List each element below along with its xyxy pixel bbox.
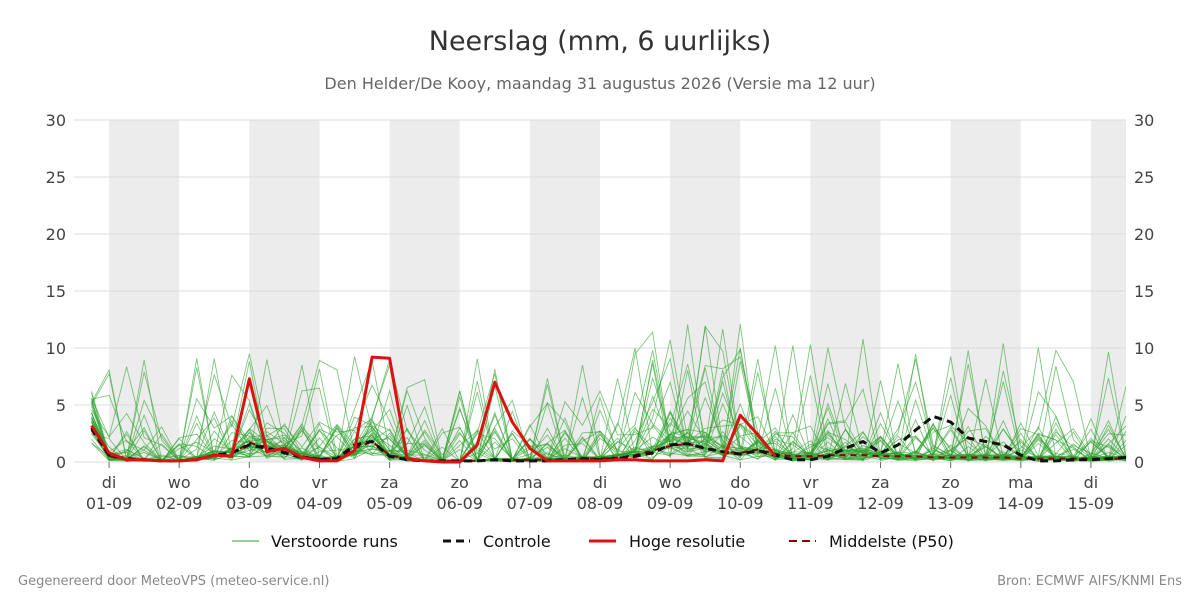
main-series	[90, 355, 1127, 464]
x-tick-day: za	[871, 473, 889, 492]
legend-label-perturbed: Verstoorde runs	[271, 532, 398, 551]
footer-credit-right: Bron: ECMWF AIFS/KNMI Ens	[997, 574, 1182, 589]
y-tick-label: 5	[56, 396, 66, 415]
perturbed-run-line	[91, 324, 1127, 462]
x-tick-date: 07-09	[507, 494, 554, 513]
legend-label-control: Controle	[483, 532, 551, 551]
x-tick-day: vr	[311, 473, 327, 492]
x-tick-date: 02-09	[156, 494, 203, 513]
x-tick-date: 11-09	[787, 494, 834, 513]
median-line	[90, 429, 1126, 462]
x-tick-date: 06-09	[436, 494, 483, 513]
y-tick-label: 25	[46, 168, 66, 187]
x-tick-day: do	[239, 473, 259, 492]
perturbed-run-line	[91, 347, 1127, 463]
y-tick-label: 25	[1134, 168, 1154, 187]
x-tick-date: 13-09	[927, 494, 974, 513]
x-tick-date: 08-09	[577, 494, 624, 513]
legend-label-median: Middelste (P50)	[829, 532, 954, 551]
x-tick-day: wo	[168, 473, 191, 492]
y-tick-label: 0	[56, 453, 66, 472]
perturbed-run-line	[91, 326, 1127, 462]
x-tick-date: 01-09	[86, 494, 133, 513]
y-axis-left: 0 5 10 15 20 25 30	[46, 111, 66, 472]
x-tick-date: 04-09	[296, 494, 343, 513]
x-tick-date: 05-09	[366, 494, 413, 513]
y-tick-label: 15	[46, 282, 66, 301]
y-tick-label: 15	[1134, 282, 1154, 301]
x-axis: di 01-09 wo 02-09 do 03-09 vr 04-09 za 05-09 zo 06-…	[86, 462, 1114, 513]
x-tick-day: di	[102, 473, 117, 492]
y-tick-label: 30	[1134, 111, 1154, 130]
x-tick-day: do	[730, 473, 750, 492]
y-tick-label: 10	[46, 339, 66, 358]
y-tick-label: 10	[1134, 339, 1154, 358]
x-tick-date: 12-09	[857, 494, 904, 513]
highres-line	[90, 355, 777, 464]
y-tick-label: 20	[1134, 225, 1154, 244]
legend: Verstoorde runs Controle Hoge resolutie …	[232, 532, 954, 551]
x-tick-day: di	[593, 473, 608, 492]
x-tick-day: zo	[942, 473, 960, 492]
x-tick-day: wo	[659, 473, 682, 492]
x-tick-day: zo	[451, 473, 469, 492]
x-tick-date: 03-09	[226, 494, 273, 513]
chart-subtitle: Den Helder/De Kooy, maandag 31 augustus …	[324, 74, 875, 93]
x-tick-date: 14-09	[998, 494, 1045, 513]
footer-credit-left: Gegenereerd door MeteoVPS (meteo-service…	[18, 574, 329, 589]
x-tick-day: ma	[1008, 473, 1033, 492]
x-tick-date: 10-09	[717, 494, 764, 513]
y-axis-right: 0 5 10 15 20 25 30	[1134, 111, 1154, 472]
y-tick-label: 20	[46, 225, 66, 244]
y-tick-label: 5	[1134, 396, 1144, 415]
x-tick-day: vr	[802, 473, 818, 492]
x-tick-day: di	[1084, 473, 1099, 492]
x-tick-date: 15-09	[1068, 494, 1115, 513]
y-tick-label: 30	[46, 111, 66, 130]
x-tick-date: 09-09	[647, 494, 694, 513]
chart-title: Neerslag (mm, 6 uurlijks)	[429, 26, 771, 57]
x-tick-day: ma	[517, 473, 542, 492]
perturbed-run-line	[91, 345, 1127, 462]
y-tick-label: 0	[1134, 453, 1144, 472]
legend-label-highres: Hoge resolutie	[629, 532, 745, 551]
x-tick-day: za	[380, 473, 398, 492]
